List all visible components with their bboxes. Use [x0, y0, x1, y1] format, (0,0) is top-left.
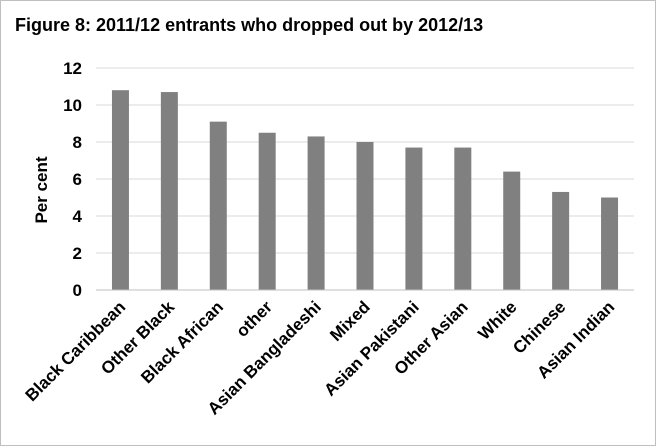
y-tick-label: 12	[63, 59, 82, 78]
x-tick-label: Mixed	[326, 297, 374, 345]
y-tick-label: 8	[73, 133, 82, 152]
y-tick-labels: 0 2 4 6 8 10 12	[63, 59, 82, 300]
x-tick-label: White	[474, 297, 520, 343]
bar	[454, 147, 472, 290]
bar	[405, 147, 423, 290]
bars	[111, 90, 619, 291]
x-tick-label: other	[233, 297, 277, 341]
chart-title: Figure 8: 2011/12 entrants who dropped o…	[15, 15, 484, 35]
y-axis-label: Per cent	[32, 156, 51, 223]
bar	[356, 142, 374, 290]
bar	[258, 132, 276, 290]
bar	[503, 171, 521, 290]
bar	[111, 90, 129, 290]
y-tick-label: 4	[73, 207, 83, 226]
bar	[307, 136, 325, 290]
y-tick-label: 0	[73, 281, 82, 300]
y-tick-label: 6	[73, 170, 82, 189]
bar	[601, 197, 619, 290]
y-tick-label: 10	[63, 96, 82, 115]
bar	[552, 191, 570, 290]
bar	[160, 92, 178, 290]
y-tick-label: 2	[73, 244, 82, 263]
bar	[209, 121, 227, 291]
